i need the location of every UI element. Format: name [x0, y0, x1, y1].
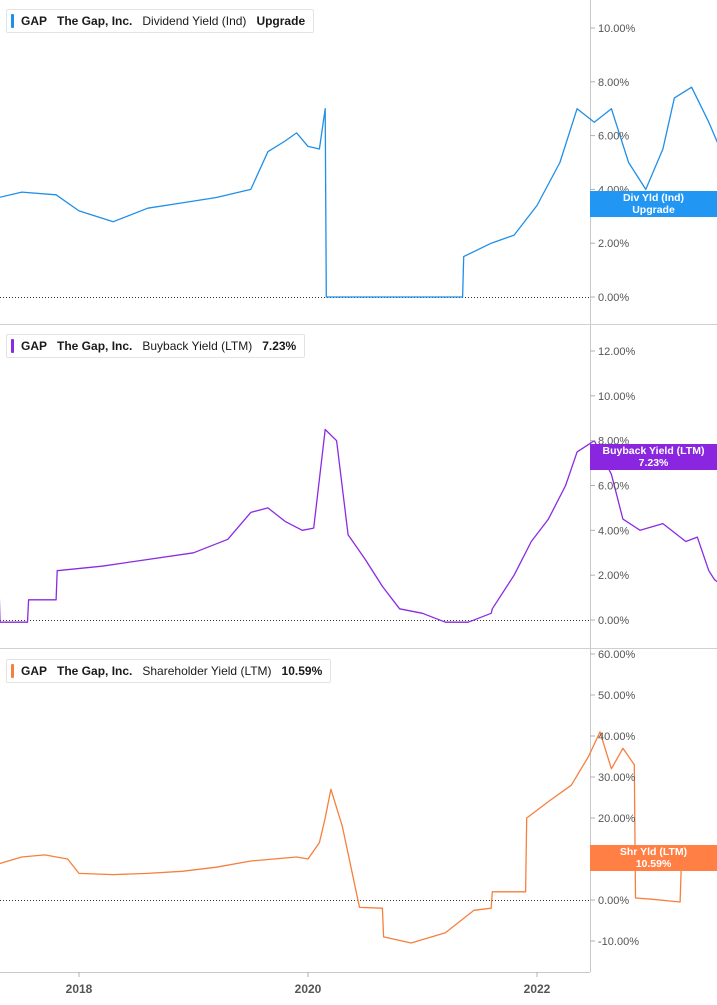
y-tick-label: 4.00%	[598, 525, 629, 537]
buyback-series-line	[0, 428, 717, 623]
x-tick-label: 2018	[66, 982, 93, 996]
shareholder-color-swatch	[11, 664, 14, 678]
tag-label: Div Yld (Ind)	[622, 192, 685, 204]
y-tick-label: 0.00%	[598, 895, 629, 907]
x-tick-labels: 20182020202220242026	[66, 972, 551, 996]
y-tick-label: 6.00%	[598, 481, 629, 493]
y-tick-label: 30.00%	[598, 772, 636, 784]
y-tick-labels: 10.00% 8.00% 6.00% 4.00% 2.00% 0.00% 12.00% 10.…	[590, 23, 639, 948]
buyback-value-tag: Buyback Yield (LTM) 7.23%	[590, 444, 717, 470]
tag-label: Shr Yld (LTM)	[619, 846, 688, 858]
legend-value: 10.59%	[281, 664, 323, 678]
legend-buyback-yield[interactable]: GAP The Gap, Inc. Buyback Yield (LTM) 7.…	[6, 334, 306, 358]
y-tick-label: 10.00%	[598, 391, 636, 403]
legend-metric: Shareholder Yield (LTM)	[142, 664, 272, 678]
legend-ticker: GAP	[21, 14, 48, 28]
buyback-color-swatch	[11, 339, 14, 353]
y-tick-label: 0.00%	[598, 615, 629, 627]
legend-ticker: GAP	[21, 339, 48, 353]
y-tick-label: 6.00%	[598, 131, 629, 143]
legend-dividend-yield[interactable]: GAP The Gap, Inc. Dividend Yield (Ind) U…	[6, 9, 315, 33]
y-tick-label: 2.00%	[598, 238, 629, 250]
dividend-value-tag: Div Yld (Ind) Upgrade	[590, 191, 717, 217]
legend-ticker: GAP	[21, 664, 48, 678]
y-tick-label: 8.00%	[598, 77, 629, 89]
shareholder-value-tag: Shr Yld (LTM) 10.59%	[590, 845, 717, 871]
y-tick-label: 2.00%	[598, 570, 629, 582]
y-tick-label: 10.00%	[598, 23, 636, 35]
legend-metric: Dividend Yield (Ind)	[142, 14, 247, 28]
y-tick-label: 50.00%	[598, 690, 636, 702]
x-tick-label: 2020	[295, 982, 322, 996]
series-layer	[0, 86, 717, 944]
tag-value: 10.59%	[635, 858, 672, 870]
legend-shareholder-yield[interactable]: GAP The Gap, Inc. Shareholder Yield (LTM…	[6, 659, 332, 683]
shareholder-series-line	[0, 731, 717, 944]
y-tick-label: 40.00%	[598, 731, 636, 743]
dividend-color-swatch	[11, 14, 14, 28]
legend-company: The Gap, Inc.	[57, 14, 133, 28]
legend-value[interactable]: Upgrade	[256, 14, 306, 28]
y-tick-label: 60.00%	[598, 649, 636, 661]
x-tick-label: 2022	[524, 982, 551, 996]
tag-value: 7.23%	[638, 457, 669, 469]
y-tick-label: 20.00%	[598, 813, 636, 825]
dividend-series-line	[0, 86, 717, 298]
legend-company: The Gap, Inc.	[57, 339, 133, 353]
y-tick-label: 0.00%	[598, 292, 629, 304]
tag-label: Buyback Yield (LTM)	[602, 445, 705, 457]
legend-metric: Buyback Yield (LTM)	[142, 339, 253, 353]
tag-value: Upgrade	[632, 204, 675, 216]
y-tick-label: -10.00%	[598, 936, 639, 948]
legend-company: The Gap, Inc.	[57, 664, 133, 678]
y-tick-label: 12.00%	[598, 346, 636, 358]
legend-value: 7.23%	[262, 339, 297, 353]
